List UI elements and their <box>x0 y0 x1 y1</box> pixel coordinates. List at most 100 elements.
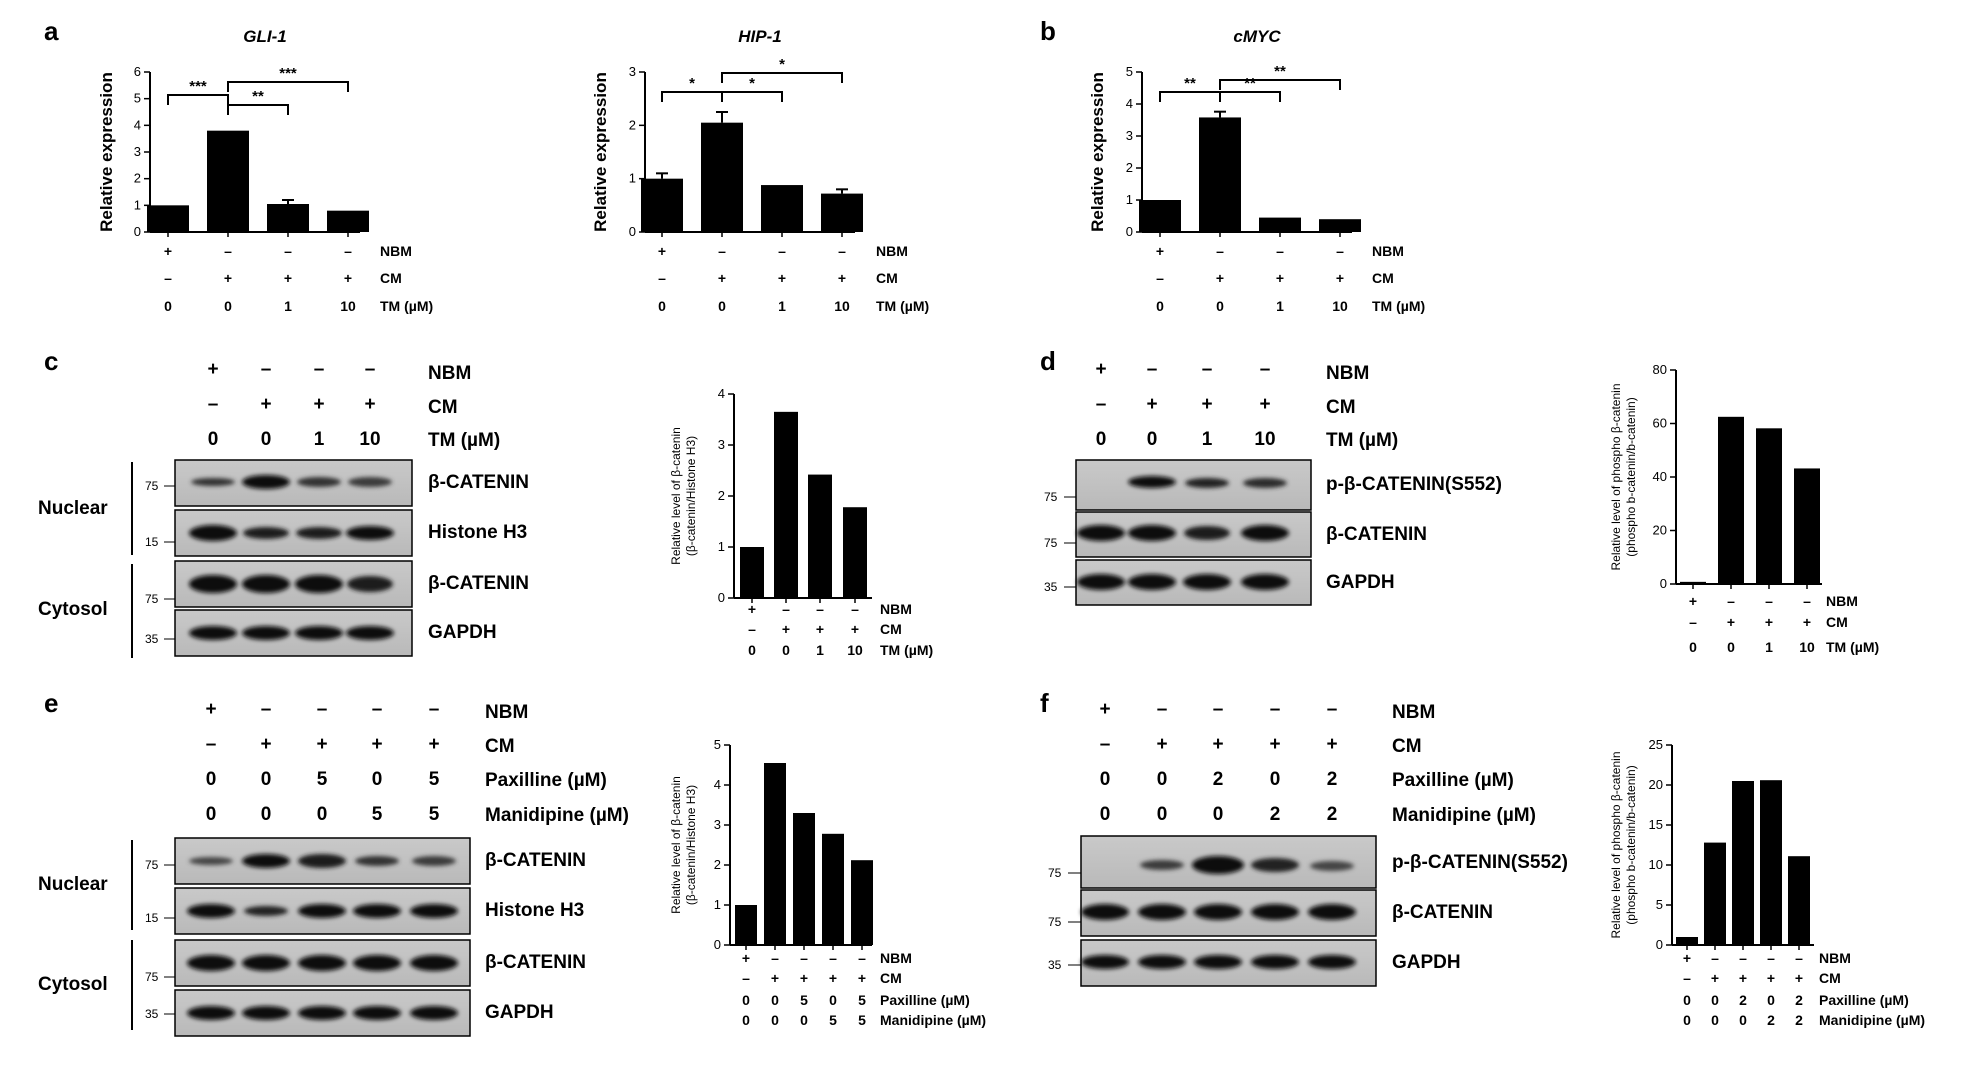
cm-label: CM <box>1372 270 1394 286</box>
bar <box>1680 581 1706 584</box>
significance-label: ** <box>1184 75 1196 92</box>
mw-marker: 75 <box>1048 915 1062 929</box>
cond-cell: – <box>838 243 846 259</box>
cond-cell: + <box>1711 970 1719 986</box>
bar <box>740 547 764 598</box>
cm-label: CM <box>1326 397 1356 418</box>
paxilline-label: Paxilline (µM) <box>880 992 970 1008</box>
bar <box>808 474 832 598</box>
manidipine-label: Manidipine (µM) <box>1819 1012 1925 1028</box>
cond-cell: 0 <box>829 992 837 1008</box>
cond-cell: 2 <box>1795 992 1803 1008</box>
bar <box>793 813 815 945</box>
chart-title: HIP-1 <box>738 27 781 46</box>
y-tick-label: 5 <box>134 91 141 106</box>
cond-cell: – <box>1096 394 1107 415</box>
panel-label-c: c <box>44 346 58 376</box>
y-tick-label: 4 <box>714 777 721 792</box>
cond-cell: – <box>1147 359 1158 380</box>
nbm-label: NBM <box>1326 363 1369 384</box>
cond-cell: 0 <box>317 804 328 825</box>
cond-cell: – <box>816 601 824 617</box>
cond-cell: + <box>1212 734 1223 755</box>
cond-cell: – <box>1213 699 1224 720</box>
y-tick-label: 3 <box>718 437 725 452</box>
cond-cell: 0 <box>1711 992 1719 1008</box>
cond-cell: 1 <box>1202 429 1213 450</box>
y-tick-label: 1 <box>1126 192 1133 207</box>
cm-label: CM <box>428 397 458 418</box>
y-tick-label: 25 <box>1649 737 1663 752</box>
cond-cell: 0 <box>1157 804 1168 825</box>
significance-bracket <box>721 91 783 102</box>
cond-cell: 0 <box>206 804 217 825</box>
bar <box>207 130 249 232</box>
cond-cell: + <box>364 394 375 415</box>
cond-cell: – <box>1276 243 1284 259</box>
cond-cell: + <box>260 394 271 415</box>
western-blot-e: + – – – – NBM – + + + + CM 0 0 5 0 5 Pax… <box>38 699 629 1037</box>
cond-cell: + <box>1146 394 1157 415</box>
cond-cell: 2 <box>1213 769 1224 790</box>
bar <box>821 193 863 232</box>
cond-cell: + <box>718 270 726 286</box>
cond-cell: 0 <box>224 298 232 314</box>
mw-marker: 75 <box>145 592 159 606</box>
mw-marker: 75 <box>1044 536 1058 550</box>
y-axis-title: Relative level of β-catenin <box>669 427 683 565</box>
blot-label-beta-catenin: β-CATENIN <box>428 472 529 493</box>
tm-label: TM (µM) <box>428 430 500 451</box>
blot-label-gapdh: GAPDH <box>1392 952 1461 973</box>
cond-cell: – <box>1156 270 1164 286</box>
mw-marker: 15 <box>145 535 159 549</box>
cond-cell: – <box>317 699 328 720</box>
significance-bracket <box>227 81 349 92</box>
bar <box>1319 219 1361 232</box>
y-tick-label: 20 <box>1653 523 1667 538</box>
cond-cell: 2 <box>1270 804 1281 825</box>
cond-cell: + <box>1201 394 1212 415</box>
cond-cell: 0 <box>1147 429 1158 450</box>
nbm-label: NBM <box>1392 702 1435 723</box>
significance-label: *** <box>279 65 297 82</box>
conditions-gli1: + – – – NBM – + + + CM 0 0 1 10 TM (µM) <box>164 243 433 314</box>
significance-bracket <box>1219 91 1281 102</box>
bar <box>701 122 743 232</box>
blot-label-beta-catenin: β-CATENIN <box>1392 902 1493 923</box>
cond-cell: – <box>778 243 786 259</box>
cond-cell: 10 <box>340 298 356 314</box>
conditions-hip1: + – – – NBM – + + + CM 0 0 1 10 TM (µM) <box>658 243 929 314</box>
significance-label: * <box>779 56 785 73</box>
cond-cell: 0 <box>206 769 217 790</box>
cond-cell: 5 <box>429 804 440 825</box>
cond-cell: + <box>1156 243 1164 259</box>
bar <box>1139 200 1181 232</box>
bar <box>1788 856 1810 945</box>
panel-label-f: f <box>1040 688 1049 718</box>
nbm-label: NBM <box>1372 243 1404 259</box>
cond-cell: + <box>1689 593 1697 609</box>
significance-bracket <box>1219 79 1341 90</box>
bar <box>1704 842 1726 945</box>
cond-cell: 2 <box>1739 992 1747 1008</box>
cond-cell: 0 <box>1683 992 1691 1008</box>
blot-label-gapdh: GAPDH <box>428 622 497 643</box>
cond-cell: + <box>748 601 756 617</box>
y-tick-label: 3 <box>1126 128 1133 143</box>
cond-cell: – <box>261 699 272 720</box>
panel-label-a: a <box>44 16 59 46</box>
cond-cell: 0 <box>771 1012 779 1028</box>
cond-cell: 0 <box>1739 1012 1747 1028</box>
cond-cell: 0 <box>1689 639 1697 655</box>
bar <box>641 178 683 232</box>
cond-cell: 2 <box>1327 804 1338 825</box>
mw-marker: 15 <box>145 911 159 925</box>
bar <box>1718 416 1744 584</box>
cond-cell: + <box>1683 950 1691 966</box>
y-tick-label: 3 <box>134 144 141 159</box>
cond-cell: – <box>1683 970 1691 986</box>
mw-marker: 75 <box>145 970 159 984</box>
y-axis-title-2: (phospho b-catenin/b-catenin) <box>1624 765 1638 924</box>
y-axis-title-2: (β-catenin/Histone H3) <box>684 436 698 556</box>
chart-e-quant: 0 1 2 3 4 5 Relative level of β-catenin (β-cate… <box>669 737 873 952</box>
